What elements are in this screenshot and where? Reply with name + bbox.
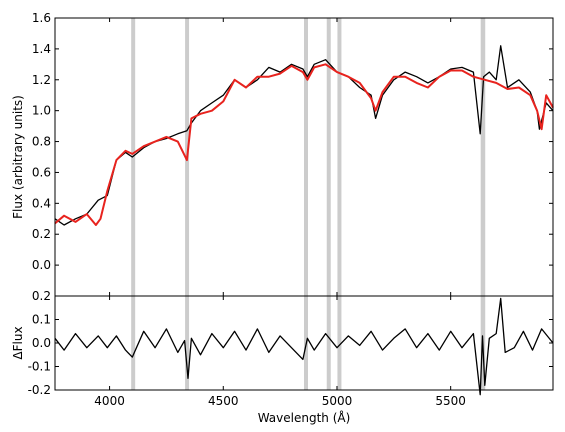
bottom-y-axis-label: ΔFlux (11, 326, 25, 359)
top-x-ticks (109, 18, 452, 296)
series-line-1 (54, 63, 554, 226)
y-tick-label-2: 0.0 (32, 336, 51, 350)
masked-band-0 (131, 296, 136, 390)
x-tick-label-1: 4500 (208, 394, 239, 408)
x-tick-label-2: 5000 (322, 394, 353, 408)
y-tick-label-3: 0.1 (32, 313, 51, 327)
top-y-axis-label: Flux (arbitrary units) (11, 95, 25, 219)
bottom-y-ticks: -0.2 -0.1 0.0 0.1 0.2 (28, 289, 553, 397)
x-tick-label-0: 4000 (94, 394, 125, 408)
y-tick-label-1: 0.2 (32, 227, 51, 241)
y-tick-label-2: 0.4 (32, 196, 51, 210)
y-tick-label-0: 0.0 (32, 258, 51, 272)
top-y-ticks: 0.0 0.2 0.4 0.6 0.8 1.0 1.2 1.4 1.6 (32, 11, 553, 272)
bottom-series-lines (54, 297, 554, 396)
masked-band-4 (337, 18, 342, 296)
y-tick-label-8: 1.6 (32, 11, 51, 25)
masked-band-2 (304, 18, 308, 296)
y-tick-label-4: 0.8 (32, 135, 51, 149)
series-line-0 (54, 45, 554, 226)
masked-band-5 (480, 18, 486, 296)
y-tick-label-3: 0.6 (32, 165, 51, 179)
y-tick-label-1: -0.1 (28, 360, 51, 374)
masked-band-3 (326, 18, 331, 296)
masked-band-3 (326, 296, 331, 390)
x-axis-label: Wavelength (Å) (258, 410, 351, 425)
x-tick-label-3: 5500 (435, 394, 466, 408)
bottom-x-ticks: 4000 4500 5000 5500 (94, 296, 466, 408)
masked-band-1 (185, 296, 190, 390)
bottom-plot-frame (54, 295, 554, 391)
y-tick-label-0: -0.2 (28, 383, 51, 397)
top-series-lines (54, 45, 554, 226)
y-tick-label-5: 1.0 (32, 104, 51, 118)
y-tick-label-7: 1.4 (32, 42, 51, 56)
y-tick-label-6: 1.2 (32, 73, 51, 87)
masked-band-4 (337, 296, 342, 390)
y-tick-label-4: 0.2 (32, 289, 51, 303)
series-line-0 (54, 297, 554, 396)
